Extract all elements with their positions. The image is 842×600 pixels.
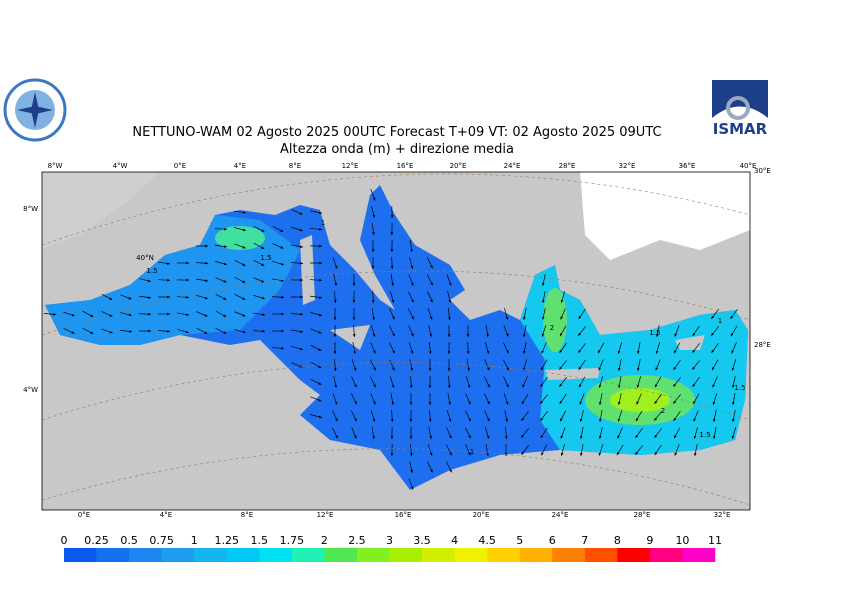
colorbar-swatch	[97, 548, 130, 562]
colorbar-swatch	[585, 548, 618, 562]
lat-label: 28°E	[754, 341, 771, 349]
top-lon-label: 0°E	[174, 162, 186, 170]
colorbar-swatch	[682, 548, 715, 562]
lat-label: 8°W	[23, 205, 38, 213]
top-lon-label: 24°E	[504, 162, 521, 170]
colorbar-label: 1.75	[280, 534, 305, 547]
bottom-lon-label: 28°E	[634, 511, 651, 519]
contour-label: 1.5	[734, 384, 745, 392]
colorbar-swatch	[650, 548, 683, 562]
colorbar-label: 6	[549, 534, 556, 547]
lat-label: 4°W	[23, 386, 38, 394]
colorbar-label: 11	[708, 534, 722, 547]
colorbar-label: 3	[386, 534, 393, 547]
bottom-lon-label: 0°E	[78, 511, 90, 519]
colorbar-swatch	[259, 548, 292, 562]
colorbar-label: 1.25	[215, 534, 240, 547]
top-lon-label: 32°E	[619, 162, 636, 170]
colorbar-label: 0.25	[84, 534, 109, 547]
colorbar-label: 2.5	[348, 534, 366, 547]
colorbar-swatch	[520, 548, 553, 562]
subtitle: Altezza onda (m) + direzione media	[280, 142, 514, 157]
colorbar-swatch	[227, 548, 260, 562]
colorbar-label: 4	[451, 534, 458, 547]
top-lon-label: 8°E	[289, 162, 301, 170]
bottom-lon-label: 4°E	[160, 511, 172, 519]
colorbar-label: 7	[581, 534, 588, 547]
colorbar-label: 5	[516, 534, 523, 547]
contour-label: 2	[661, 407, 665, 415]
contour-label: 2	[550, 324, 554, 332]
contour-label: 1	[321, 219, 325, 227]
bottom-lon-label: 16°E	[395, 511, 412, 519]
top-lon-label: 36°E	[679, 162, 696, 170]
colorbar-swatch	[455, 548, 488, 562]
colorbar-swatch	[422, 548, 455, 562]
colorbar-label: 4.5	[478, 534, 496, 547]
colorbar-swatch	[292, 548, 325, 562]
colorbar-label: 0.5	[120, 534, 138, 547]
logo-text: ISMAR	[713, 120, 768, 138]
colorbar-swatch	[617, 548, 650, 562]
top-lon-label: 4°W	[113, 162, 128, 170]
bottom-lon-label: 8°E	[241, 511, 253, 519]
contour-label: 1.5	[649, 329, 660, 337]
colorbar-label: 0	[61, 534, 68, 547]
contour-label: 1.5	[260, 254, 271, 262]
colorbar-swatch	[162, 548, 195, 562]
colorbar-label: 8	[614, 534, 621, 547]
bottom-lon-label: 12°E	[317, 511, 334, 519]
colorbar-label: 9	[646, 534, 653, 547]
contour-label: 1.5	[146, 267, 157, 275]
top-lon-label: 4°E	[234, 162, 246, 170]
top-lon-label: 12°E	[342, 162, 359, 170]
colorbar-swatch	[64, 548, 97, 562]
colorbar-swatch	[129, 548, 162, 562]
colorbar-swatch	[324, 548, 357, 562]
ismar-logo: ISMAR	[710, 79, 770, 141]
top-lon-label: 16°E	[397, 162, 414, 170]
colorbar-label: 2	[321, 534, 328, 547]
colorbar-label: 3.5	[413, 534, 431, 547]
contour-label: 1	[718, 317, 722, 325]
contour-label: 1	[470, 448, 474, 456]
top-lon-label: 20°E	[450, 162, 467, 170]
map	[40, 172, 750, 510]
bottom-lon-label: 32°E	[714, 511, 731, 519]
colorbar-swatch	[357, 548, 390, 562]
top-lon-label: 8°W	[48, 162, 63, 170]
contour-label: 1.5	[699, 431, 710, 439]
title: NETTUNO-WAM 02 Agosto 2025 00UTC Forecas…	[132, 125, 661, 140]
colorbar-label: 1	[191, 534, 198, 547]
colorbar-label: 0.75	[149, 534, 174, 547]
colorbar-label: 10	[675, 534, 689, 547]
top-lon-label: 28°E	[559, 162, 576, 170]
colorbar-label: 1.5	[251, 534, 269, 547]
lat-label: 30°E	[754, 167, 771, 175]
bottom-lon-label: 24°E	[552, 511, 569, 519]
bottom-lon-label: 20°E	[473, 511, 490, 519]
colorbar-swatch	[487, 548, 520, 562]
colorbar-swatch	[194, 548, 227, 562]
colorbar-swatch	[390, 548, 423, 562]
lat-label: 40°N	[136, 254, 154, 262]
colorbar-swatch	[552, 548, 585, 562]
left-logo	[5, 80, 65, 140]
